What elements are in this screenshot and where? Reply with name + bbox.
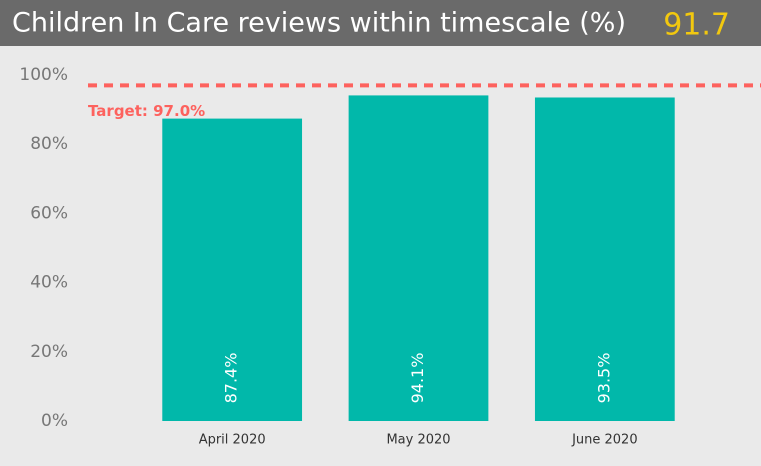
x-tick-label: May 2020 [386,433,450,448]
x-tick-label: June 2020 [571,433,638,448]
value-label: 93.5% [594,353,613,404]
bar [348,95,489,421]
kpi-value: 91.7 [663,8,730,43]
header [0,0,761,46]
y-tick-label: 0% [41,411,68,431]
value-label: 94.1% [408,353,427,404]
value-label: 87.4% [222,353,241,404]
y-tick-label: 60% [30,203,68,223]
y-tick-label: 100% [19,65,68,85]
y-tick-label: 20% [30,342,68,362]
target-label: Target: 97.0% [88,102,205,120]
y-tick-label: 80% [30,134,68,154]
x-tick-label: April 2020 [199,433,266,448]
bar [534,97,675,422]
y-tick-label: 40% [30,273,68,293]
bar [162,118,303,421]
chart-title: Children In Care reviews within timescal… [12,8,626,39]
